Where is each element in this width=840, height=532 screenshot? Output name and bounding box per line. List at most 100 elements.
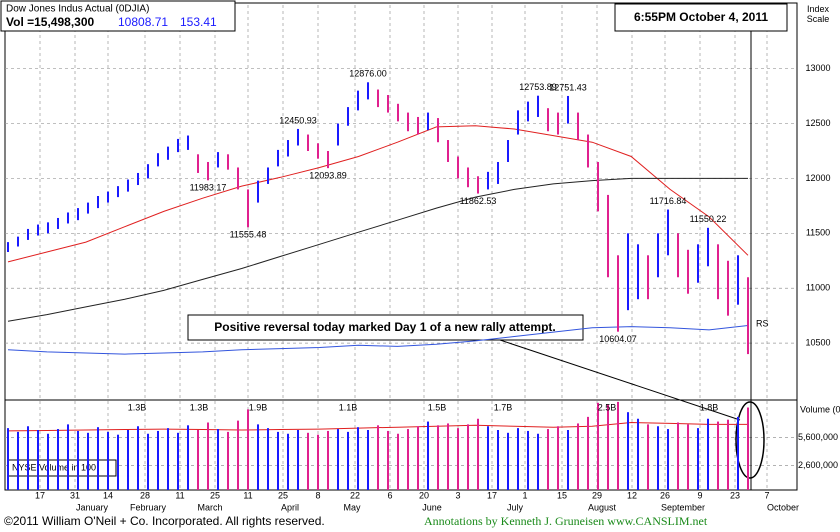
volume-label: 2.5B — [598, 402, 617, 412]
x-tick-label: 11 — [243, 490, 252, 500]
price-label: 11716.84 — [650, 196, 687, 206]
month-label: January — [76, 502, 109, 512]
volume-bar — [477, 418, 479, 490]
volume-bar — [17, 431, 19, 490]
volume-bar — [707, 418, 709, 490]
month-label: October — [767, 502, 799, 512]
volume-label: 1.3B — [128, 402, 147, 412]
volume-bar — [367, 430, 369, 490]
volume-legend: NYSE Volume in 100 — [12, 462, 96, 472]
volume-bar — [47, 433, 49, 490]
x-tick-label: 20 — [419, 490, 429, 500]
volume-bar — [197, 430, 199, 490]
price-label: 12450.93 — [279, 115, 317, 125]
volume-bar — [117, 434, 119, 490]
volume-label: 1.7B — [494, 402, 513, 412]
volume-bar — [577, 423, 579, 490]
timestamp: 6:55PM October 4, 2011 — [634, 10, 768, 24]
month-label: May — [343, 502, 361, 512]
volume-bar — [347, 431, 349, 490]
change-text: 153.41 — [180, 15, 217, 29]
volume-bar — [617, 401, 619, 490]
x-tick-label: 22 — [350, 490, 360, 500]
footer-left: ©2011 William O'Neil + Co. Incorporated.… — [4, 514, 325, 528]
volume-text: Vol =15,498,300 — [6, 15, 95, 29]
chart-title: Dow Jones Indus Actual (0DJIA) — [6, 4, 149, 15]
volume-bar — [287, 433, 289, 490]
volume-label: 1.3B — [190, 402, 209, 412]
price-label: 12876.00 — [349, 69, 387, 79]
volume-bar — [457, 428, 459, 490]
x-tick-label: 17 — [487, 490, 497, 500]
volume-bar — [257, 424, 259, 490]
price-label: 11983.17 — [190, 183, 227, 193]
volume-bar — [357, 427, 359, 490]
volume-tick-label: 5,600,000 — [798, 432, 838, 442]
volume-bar — [277, 431, 279, 490]
volume-bar — [567, 430, 569, 490]
volume-bar — [377, 425, 379, 490]
month-label: June — [422, 502, 442, 512]
x-tick-label: 25 — [278, 490, 288, 500]
volume-bar — [387, 430, 389, 490]
price-label: 12751.43 — [549, 82, 587, 92]
price-label: 12753.89 — [519, 82, 557, 92]
volume-bar — [127, 430, 129, 490]
volume-bar — [517, 428, 519, 490]
volume-bar — [747, 407, 749, 490]
volume-bar — [657, 426, 659, 490]
scale-label: Index Scale — [806, 4, 830, 24]
volume-bar — [307, 432, 309, 490]
volume-bar — [697, 428, 699, 490]
volume-bar — [87, 432, 89, 490]
x-tick-label: 6 — [387, 490, 392, 500]
volume-bar — [587, 416, 589, 490]
volume-bar — [27, 426, 29, 490]
volume-bar — [527, 430, 529, 490]
volume-bar — [627, 412, 629, 490]
volume-bar — [647, 424, 649, 490]
volume-bar — [157, 430, 159, 490]
volume-bar — [537, 433, 539, 490]
moving-average-line — [7, 325, 749, 355]
x-tick-label: 15 — [557, 490, 567, 500]
volume-bar — [37, 430, 39, 490]
volume-bar — [397, 433, 399, 490]
volume-bar — [327, 430, 329, 490]
volume-bar — [417, 426, 419, 490]
volume-bar — [507, 432, 509, 490]
volume-bar — [97, 427, 99, 490]
volume-axis-label: Volume (00) — [800, 404, 840, 414]
x-tick-label: 23 — [730, 490, 740, 500]
month-label: February — [130, 502, 167, 512]
volume-bar — [337, 429, 339, 490]
x-tick-label: 29 — [592, 490, 602, 500]
volume-bar — [207, 422, 209, 490]
month-label: September — [661, 502, 705, 512]
month-label: July — [507, 502, 524, 512]
volume-bar — [727, 419, 729, 490]
x-tick-label: 1 — [522, 490, 527, 500]
x-tick-label: 31 — [70, 490, 80, 500]
y-tick-label: 11000 — [806, 283, 830, 293]
x-tick-label: 12 — [627, 490, 637, 500]
y-tick-label: 12500 — [805, 118, 830, 128]
x-tick-label: 3 — [455, 490, 460, 500]
month-label: March — [197, 502, 222, 512]
highlight-ellipse — [735, 401, 765, 479]
volume-label: 1.5B — [428, 402, 447, 412]
volume-bar — [267, 428, 269, 490]
footer-right: Annotations by Kenneth J. Gruneisen www.… — [424, 514, 708, 528]
volume-bar — [547, 429, 549, 490]
scale-label-box: Index Scale — [806, 4, 830, 24]
y-tick-label: 10500 — [805, 337, 830, 347]
volume-bar — [677, 422, 679, 490]
moving-average-line — [7, 125, 749, 263]
y-tick-label: 11500 — [806, 228, 830, 238]
volume-bar — [7, 428, 9, 490]
volume-bar — [717, 421, 719, 490]
x-tick-label: 9 — [697, 490, 702, 500]
volume-label: 1.1B — [339, 402, 358, 412]
volume-bar — [167, 428, 169, 490]
volume-bar — [557, 426, 559, 490]
